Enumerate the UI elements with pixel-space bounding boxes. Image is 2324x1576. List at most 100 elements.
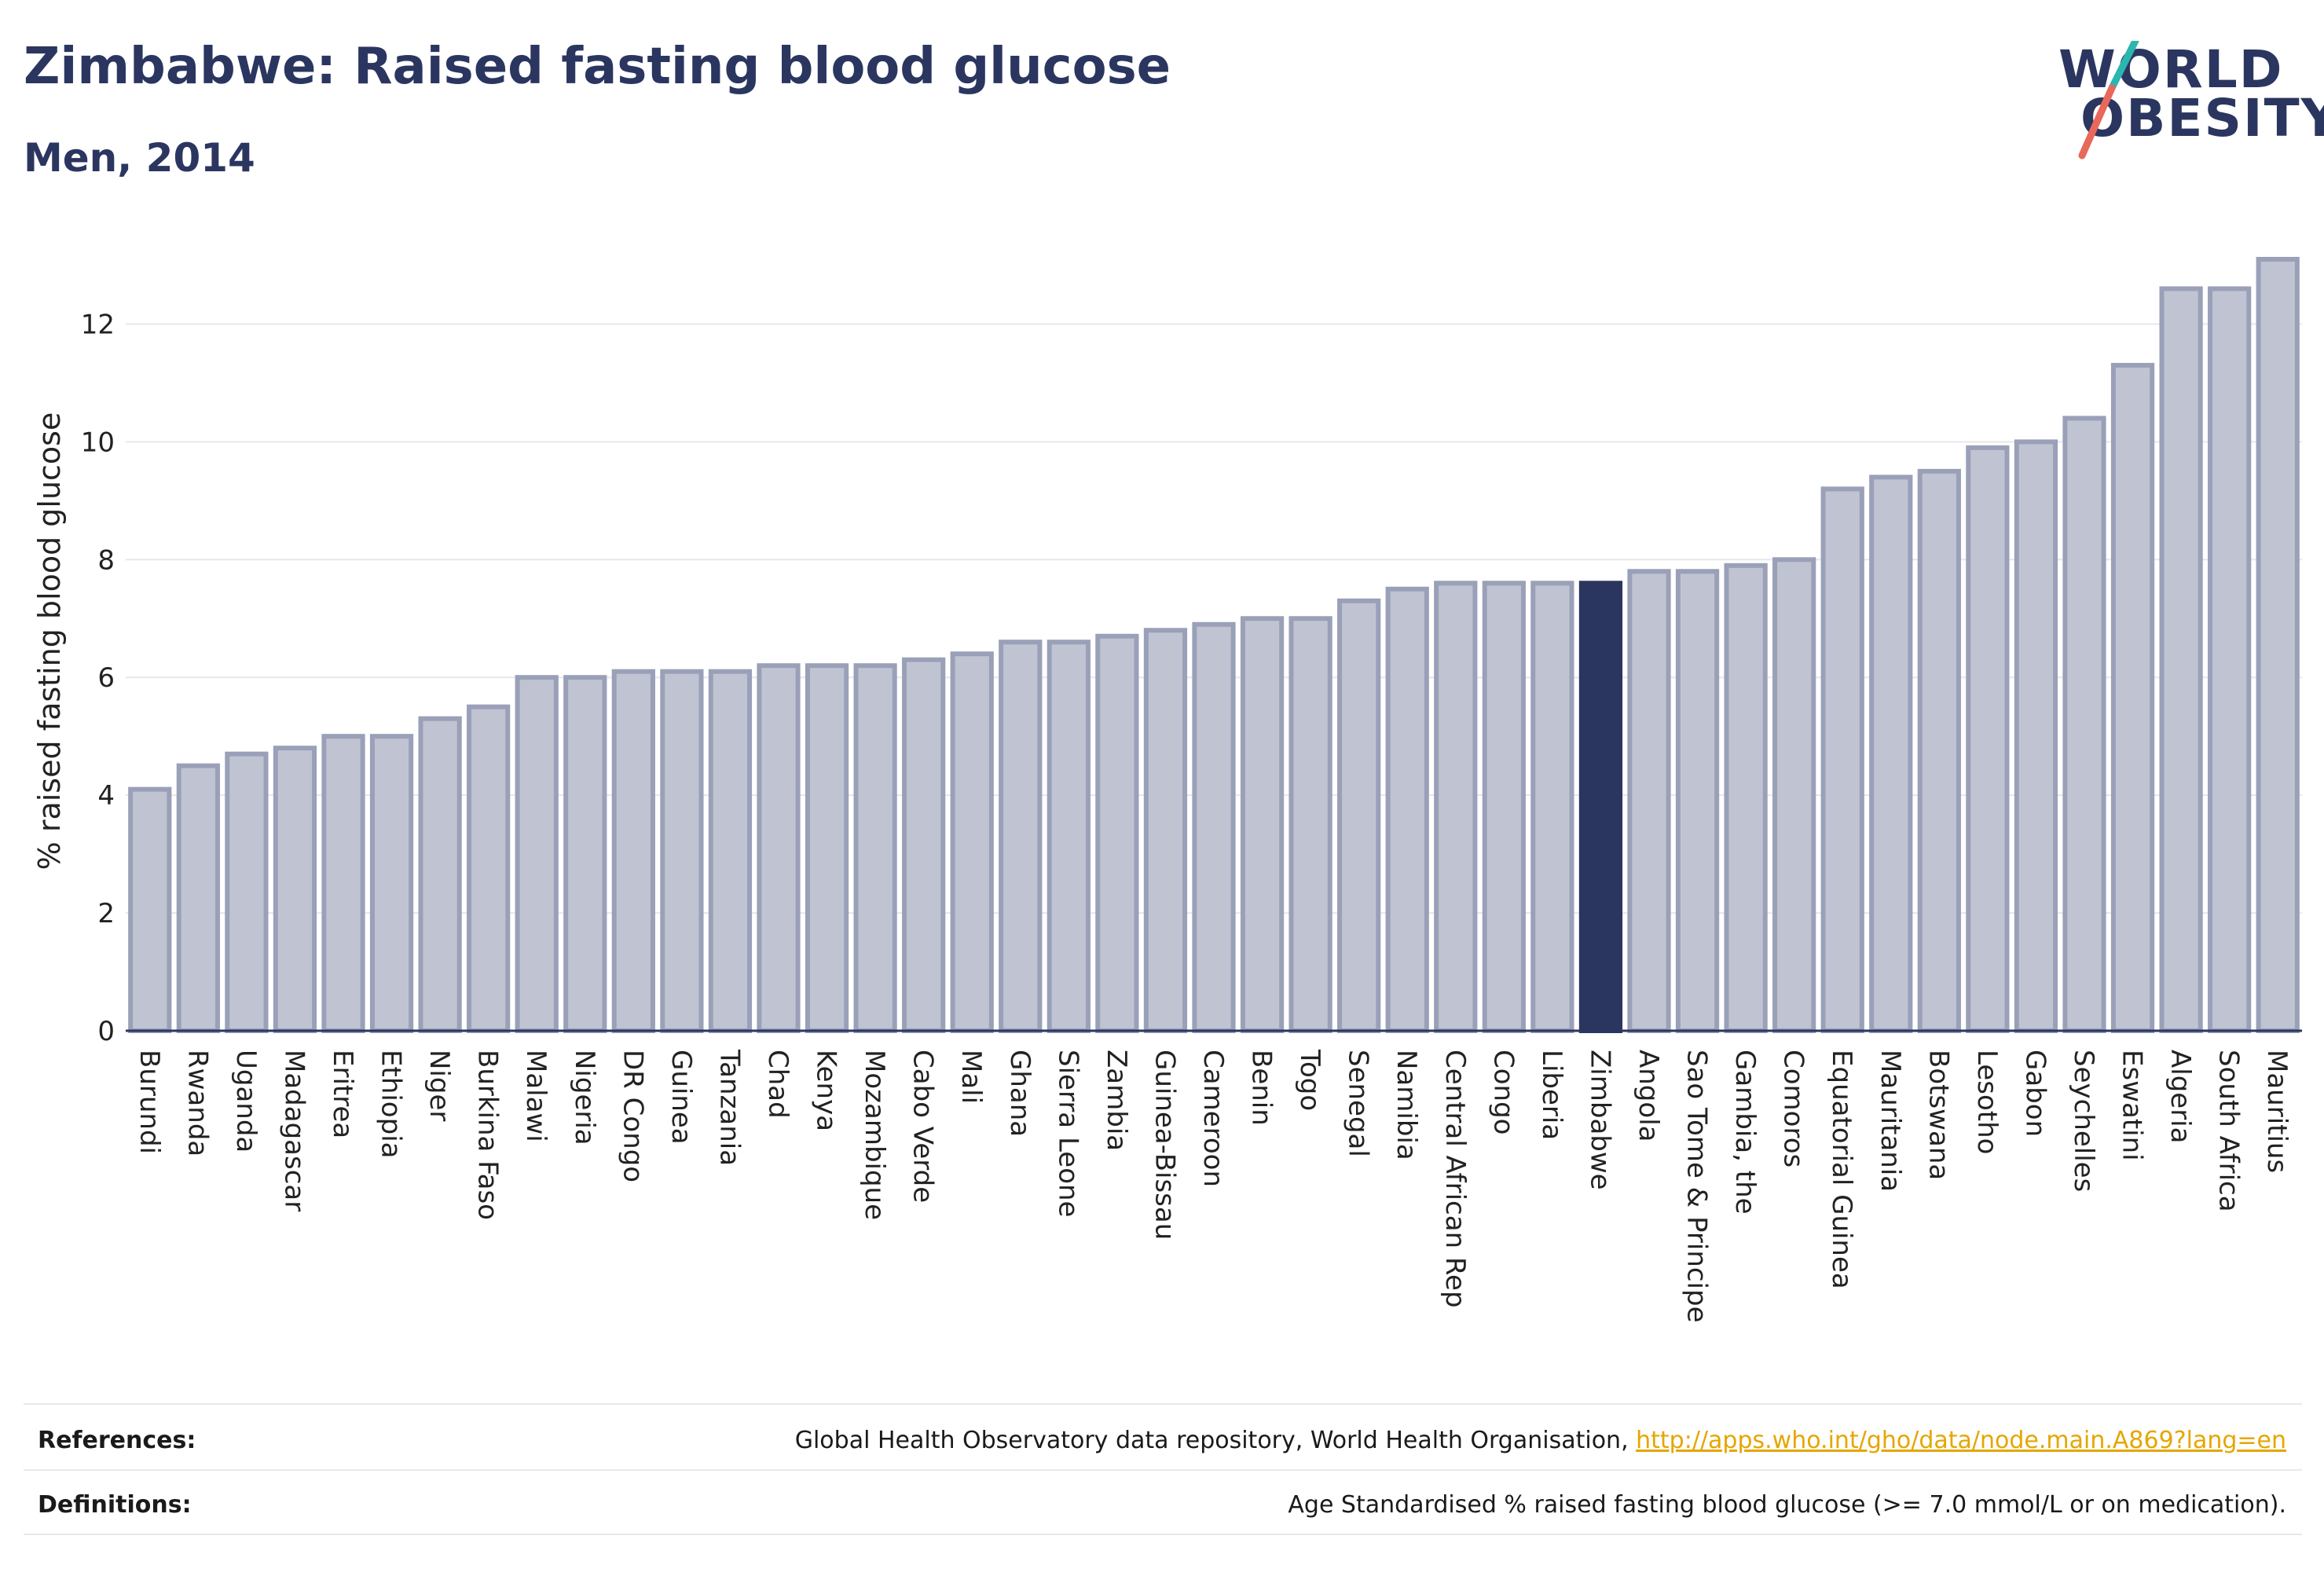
bar xyxy=(2208,286,2252,1033)
x-tick-label: Ghana xyxy=(1004,1050,1036,1137)
footer-divider xyxy=(24,1534,2302,1535)
bar-chart: 0 2 4 6 8 10 12 % raised fasting blood glucose B… xyxy=(32,256,2302,1323)
x-tick-label: Mauritania xyxy=(1875,1050,1906,1192)
bar xyxy=(1724,563,1768,1033)
bar xyxy=(611,669,655,1034)
chart-title: Zimbabwe: Raised fasting blood glucose xyxy=(24,38,1171,96)
bar xyxy=(1627,569,1671,1033)
bar xyxy=(999,640,1043,1033)
bar xyxy=(225,751,269,1033)
x-tick-label: Mozambique xyxy=(859,1050,890,1220)
x-tick-label: Sierra Leone xyxy=(1052,1050,1083,1217)
footer-divider xyxy=(24,1403,2302,1405)
bar xyxy=(1337,598,1381,1033)
logo-text-world: WORLD xyxy=(2058,39,2284,100)
x-tick-label: Namibia xyxy=(1391,1050,1422,1160)
x-tick-label: Mali xyxy=(955,1050,987,1104)
x-tick-label: Comoros xyxy=(1778,1050,1809,1167)
footer-divider xyxy=(24,1469,2302,1471)
world-obesity-logo: WORLD OBESITY xyxy=(2051,39,2324,167)
y-tick-label: 4 xyxy=(97,780,115,812)
bar xyxy=(418,716,462,1033)
x-tick-label: Kenya xyxy=(811,1050,842,1131)
bar xyxy=(321,734,365,1033)
y-tick-label: 6 xyxy=(97,662,115,694)
references-source: Global Health Observatory data repositor… xyxy=(794,1427,1637,1454)
bar xyxy=(1143,628,1188,1033)
bar xyxy=(176,763,220,1034)
x-tick-label: Central African Rep xyxy=(1439,1050,1471,1308)
x-tick-label: Togo xyxy=(1294,1049,1325,1111)
bar xyxy=(1240,616,1285,1033)
bar xyxy=(1917,468,1961,1033)
x-tick-label: Niger xyxy=(423,1050,455,1121)
x-tick-label: Cameroon xyxy=(1197,1050,1229,1187)
y-tick-label: 2 xyxy=(97,898,115,929)
x-tick-label: Guinea-Bissau xyxy=(1149,1050,1180,1240)
x-tick-label: Rwanda xyxy=(181,1050,213,1156)
bar xyxy=(2110,362,2155,1033)
x-tick-label: Malawi xyxy=(520,1050,552,1142)
bar xyxy=(1434,581,1478,1033)
bar xyxy=(853,663,897,1033)
x-tick-label: Senegal xyxy=(1343,1050,1374,1157)
y-axis-label: % raised fasting blood glucose xyxy=(32,412,67,870)
bar xyxy=(1288,616,1332,1033)
bar xyxy=(1530,581,1574,1033)
x-tick-label: Nigeria xyxy=(569,1050,600,1145)
x-tick-label: Zimbabwe xyxy=(1584,1050,1615,1190)
bar xyxy=(708,669,753,1034)
bar xyxy=(128,786,172,1033)
x-tick-label: DR Congo xyxy=(617,1050,648,1182)
bar xyxy=(1820,486,1864,1033)
definitions-label: Definitions: xyxy=(38,1491,192,1519)
definitions-text: Age Standardised % raised fasting blood … xyxy=(1288,1491,2286,1519)
x-tick-label: Algeria xyxy=(2165,1050,2196,1143)
x-tick-label: Gabon xyxy=(2019,1050,2051,1137)
bar xyxy=(2159,286,2203,1033)
x-tick-label: Benin xyxy=(1246,1050,1277,1126)
bar xyxy=(1578,581,1623,1033)
x-tick-label: Cabo Verde xyxy=(907,1050,939,1203)
references-label: References: xyxy=(38,1427,196,1454)
references-text: Global Health Observatory data repositor… xyxy=(795,1427,2286,1454)
bar xyxy=(950,651,994,1034)
bar xyxy=(369,734,414,1033)
bar xyxy=(273,746,317,1034)
bar xyxy=(2256,256,2300,1034)
references-link[interactable]: http://apps.who.int/gho/data/node.main.A… xyxy=(1636,1427,2286,1454)
bar xyxy=(902,657,946,1033)
logo-slash-icon xyxy=(2078,41,2139,159)
bar xyxy=(1095,633,1139,1034)
x-tick-label: Chad xyxy=(762,1050,794,1119)
y-tick-label: 8 xyxy=(97,544,115,576)
y-tick-label: 12 xyxy=(81,309,115,340)
bar xyxy=(2014,439,2058,1033)
x-tick-label: Liberia xyxy=(1536,1050,1567,1140)
x-tick-label: Burkina Faso xyxy=(472,1050,504,1220)
x-tick-label: Seychelles xyxy=(2068,1050,2099,1192)
x-tick-label: Angola xyxy=(1633,1050,1664,1142)
x-tick-label: Ethiopia xyxy=(376,1050,407,1158)
bar xyxy=(1192,621,1236,1033)
bar xyxy=(1482,581,1526,1033)
bar xyxy=(1675,569,1720,1033)
bar xyxy=(1385,586,1429,1033)
y-tick-label: 10 xyxy=(81,427,115,458)
chart-subtitle: Men, 2014 xyxy=(24,135,255,181)
x-tick-label: Burundi xyxy=(134,1050,165,1154)
bar xyxy=(1772,557,1816,1033)
x-tick-label: Gambia, the xyxy=(1729,1050,1761,1215)
x-tick-label: Sao Tome & Principe xyxy=(1681,1050,1713,1323)
bar xyxy=(467,704,511,1033)
bar xyxy=(660,669,704,1034)
bar xyxy=(563,675,607,1033)
logo-text-obesity: OBESITY xyxy=(2080,88,2324,148)
y-tick-label: 0 xyxy=(97,1016,115,1047)
x-tick-label: Madagascar xyxy=(278,1050,310,1211)
x-tick-label: Congo xyxy=(1487,1050,1519,1134)
x-tick-label: Equatorial Guinea xyxy=(1826,1050,1857,1289)
bar xyxy=(515,675,559,1033)
bar xyxy=(2062,416,2106,1033)
x-tick-label: Eswatini xyxy=(2117,1050,2148,1161)
